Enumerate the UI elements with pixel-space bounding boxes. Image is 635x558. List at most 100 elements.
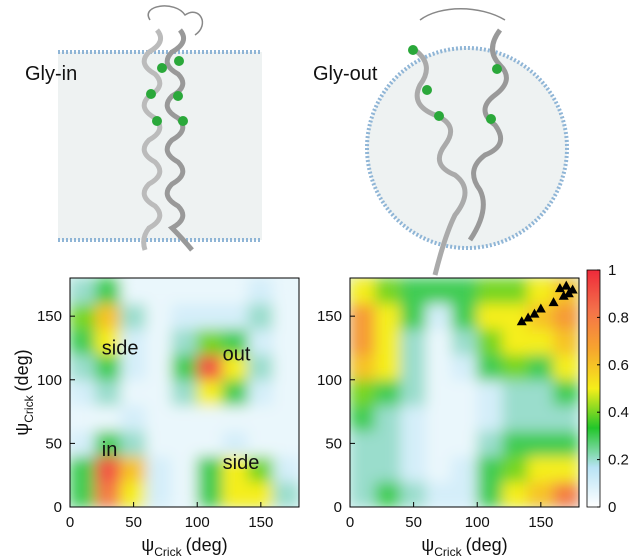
colorbar-tick-label: 0 [608, 499, 616, 516]
heatmap-cell [146, 456, 172, 482]
x-tick-label: 150 [528, 514, 553, 531]
heatmap-cell [451, 456, 477, 482]
x-tick-label: 150 [248, 514, 273, 531]
heatmap-cell [502, 379, 528, 405]
heatmap-cell [273, 456, 299, 482]
heatmap-cell [477, 430, 503, 456]
heatmap-cell [197, 481, 223, 507]
heatmap-cell [146, 379, 172, 405]
y-tick-label: 150 [37, 308, 62, 325]
x-tick-label: 0 [66, 514, 74, 531]
heatmap-cell [273, 379, 299, 405]
panel-label: Gly-out [313, 63, 378, 85]
heatmap-cell [95, 278, 121, 304]
membrane-illustration [58, 6, 262, 250]
heatmap-cell [197, 303, 223, 329]
heatmap-cell [375, 430, 401, 456]
colorbar-tick-label: 0.8 [608, 309, 629, 326]
colorbar-tick-label: 0.2 [608, 452, 629, 469]
heatmap-cell [70, 278, 96, 304]
heatmap-cell [222, 278, 248, 304]
heatmap-cell [426, 303, 452, 329]
heatmap-cell [350, 481, 376, 507]
heatmap-cell [400, 456, 426, 482]
heatmap-cell [197, 354, 223, 380]
heatmap-cell [375, 303, 401, 329]
heatmap-cell [120, 278, 146, 304]
heatmap-cell [451, 328, 477, 354]
heatmap-cell [197, 328, 223, 354]
colorbar [587, 270, 600, 507]
heatmap-cell [146, 303, 172, 329]
colorbar-tick-label: 0.6 [608, 357, 629, 374]
y-tick-label: 100 [37, 372, 62, 389]
axis-subscript: Crick [154, 545, 182, 558]
heatmap-cell [528, 456, 554, 482]
heatmap-cell [451, 354, 477, 380]
y-tick-label: 0 [334, 499, 342, 516]
heatmap-cell [95, 303, 121, 329]
heatmap-cell [375, 405, 401, 431]
heatmap-cell [528, 354, 554, 380]
heatmap-cell [528, 328, 554, 354]
heatmap-cell [350, 379, 376, 405]
heatmap-cell [171, 328, 197, 354]
heatmap-cells [70, 278, 300, 508]
heatmap-cell [95, 379, 121, 405]
heatmap-cell [197, 379, 223, 405]
heatmap-cell [375, 456, 401, 482]
heatmap: 050100150050100150ψCrick(deg)ψCrick(deg)… [12, 278, 300, 558]
annotation: side [223, 452, 260, 474]
heatmap-cell [171, 456, 197, 482]
heatmap-cell [400, 430, 426, 456]
x-tick-label: 100 [185, 514, 210, 531]
axis-symbol: ψ [421, 535, 434, 555]
heatmap-cell [553, 456, 579, 482]
heatmap-cell [426, 379, 452, 405]
heatmap-cell [273, 354, 299, 380]
x-tick-label: 0 [346, 514, 354, 531]
colorbar-tick-label: 0.4 [608, 404, 629, 421]
heatmap-cell [451, 379, 477, 405]
heatmap-cell [70, 405, 96, 431]
y-tick-label: 100 [317, 372, 342, 389]
heatmap-cell [248, 303, 274, 329]
heatmap-cell [70, 481, 96, 507]
heatmap-cell [222, 405, 248, 431]
heatmap-cell [120, 405, 146, 431]
heatmap-cell [273, 481, 299, 507]
heatmap-cell [375, 354, 401, 380]
heatmap-cell [477, 278, 503, 304]
heatmap-cell [146, 354, 172, 380]
heatmap-cell [477, 481, 503, 507]
heatmap-cell [70, 328, 96, 354]
axis-label: ψCrick(deg) [141, 535, 227, 558]
heatmap-cell [95, 481, 121, 507]
axis-symbol: ψ [141, 535, 154, 555]
heatmap-cell [477, 328, 503, 354]
heatmap-cell [400, 328, 426, 354]
heatmap-cell [120, 430, 146, 456]
heatmap-cell [146, 278, 172, 304]
heatmap-cell [528, 278, 554, 304]
heatmap-cell [350, 328, 376, 354]
heatmap-cell [553, 481, 579, 507]
heatmap-cell [146, 405, 172, 431]
heatmap-cell [553, 379, 579, 405]
y-tick-label: 0 [54, 499, 62, 516]
annotation: side [102, 337, 139, 359]
axis-label: ψCrick(deg) [421, 535, 507, 558]
heatmap-cell [451, 278, 477, 304]
heatmap-cell [451, 303, 477, 329]
axis-symbol: ψ [12, 423, 32, 436]
heatmap-cell [171, 278, 197, 304]
heatmap-cell [528, 430, 554, 456]
heatmap-cell [502, 354, 528, 380]
heatmap-cell [146, 328, 172, 354]
heatmap-cell [222, 481, 248, 507]
heatmap-cell [120, 303, 146, 329]
heatmap-cell [426, 481, 452, 507]
micelle-illustration [367, 9, 567, 275]
heatmap-cell [553, 405, 579, 431]
heatmap-cell [171, 481, 197, 507]
